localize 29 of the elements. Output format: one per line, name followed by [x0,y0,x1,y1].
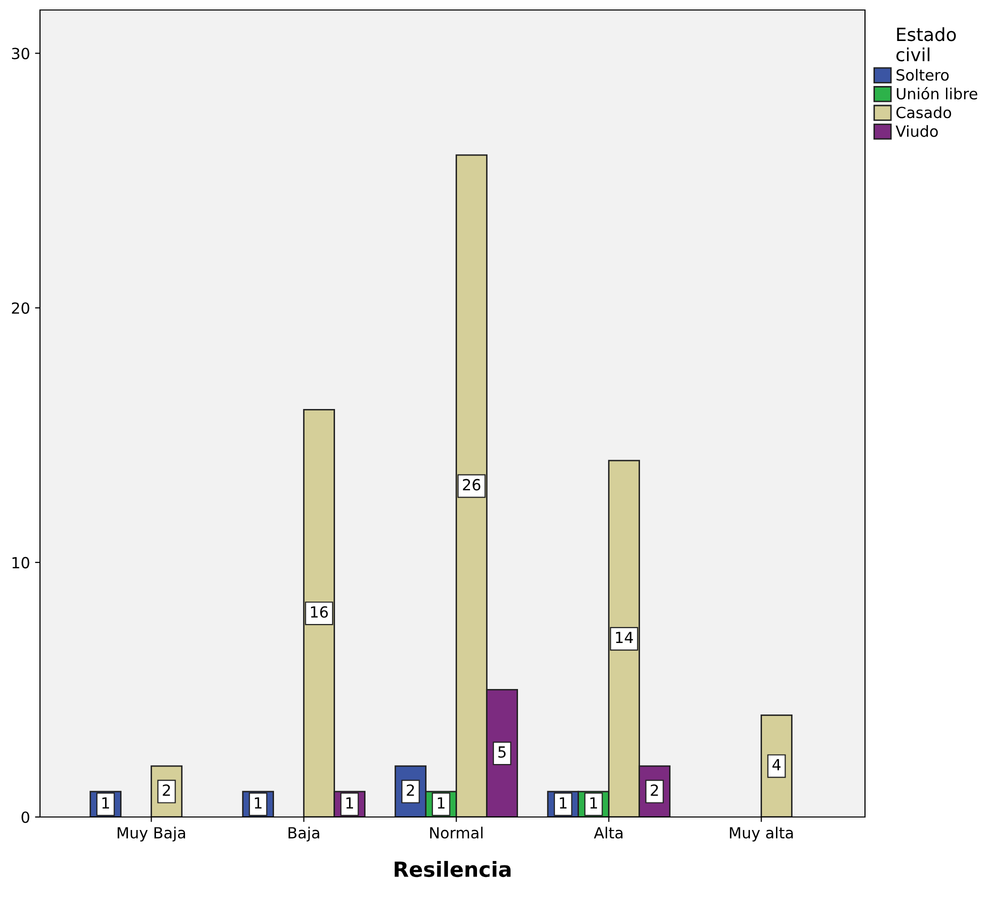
data-label: 2 [406,784,414,796]
y-tick-label: 10 [12,556,30,568]
x-tick-label: Muy alta [730,826,793,842]
data-label: 5 [498,746,506,758]
data-label: 1 [560,797,567,808]
data-label: 14 [616,632,633,644]
data-label: 2 [162,784,170,796]
x-tick-label: Baja [288,826,320,842]
y-tick-label: 30 [12,48,30,60]
data-label: 4 [772,759,781,770]
legend-title: Estado civil [896,27,956,62]
y-tick-label: 0 [22,811,30,824]
legend-label: Soltero [896,68,949,81]
data-label: 1 [102,797,110,808]
data-label: 2 [650,784,658,796]
data-label: 1 [254,797,262,808]
legend-label: Unión libre [896,87,978,100]
data-label: 26 [462,478,480,490]
legend-label: Casado [896,106,952,118]
data-label: 16 [311,606,328,618]
x-axis-title: Resilencia [394,860,511,878]
legend-label: Viudo [896,125,938,138]
x-tick-label: Normal [430,826,483,839]
data-label: 1 [438,797,445,808]
x-tick-label: Alta [594,826,622,839]
data-label: 1 [346,797,354,808]
y-tick-label: 20 [12,302,30,314]
data-label: 1 [590,797,598,808]
x-tick-label: Muy Baja [118,826,186,842]
